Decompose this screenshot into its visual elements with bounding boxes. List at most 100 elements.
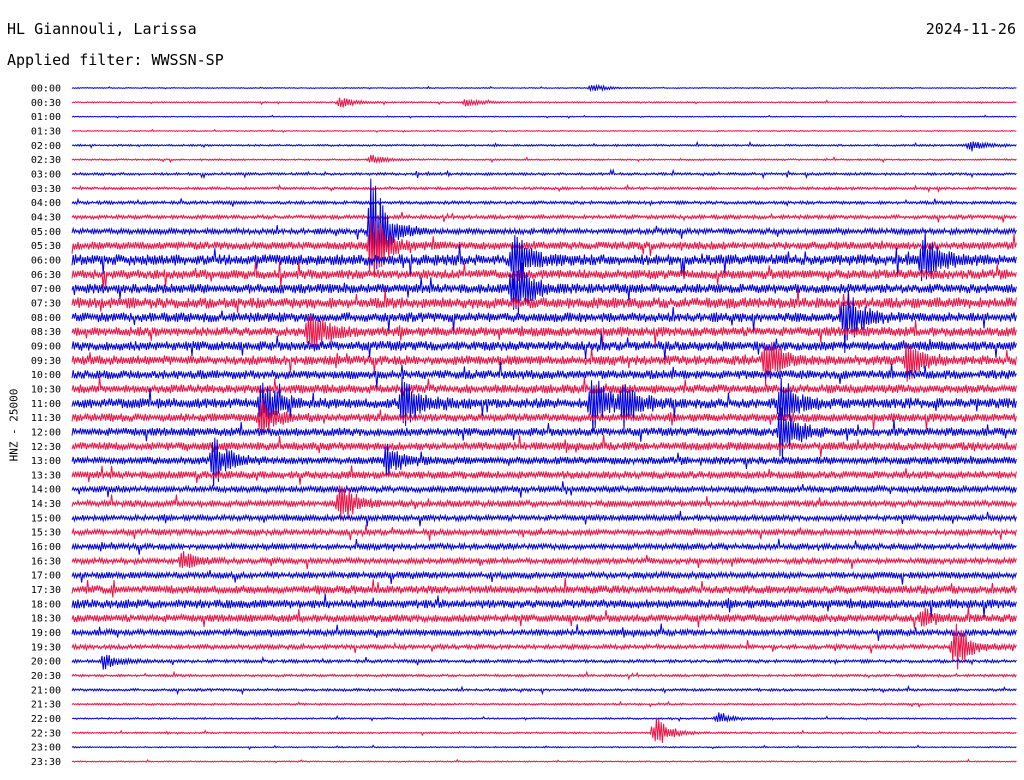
- row-time-label: 10:00: [31, 370, 61, 381]
- row-time-label: 17:30: [31, 585, 61, 596]
- trace-row-0200: [71, 140, 1017, 152]
- trace-row-1830: [71, 606, 1017, 629]
- trace-row-2330: [71, 758, 1017, 764]
- filter-label: Applied filter: WWSSN-SP: [7, 51, 224, 69]
- row-time-label: 01:00: [31, 112, 61, 123]
- row-time-label: 02:30: [31, 155, 61, 166]
- row-time-label: 05:00: [31, 227, 61, 238]
- row-time-label: 07:30: [31, 298, 61, 309]
- trace-row-2030: [71, 670, 1017, 681]
- trace-row-0300: [71, 168, 1017, 180]
- trace-row-0630: [71, 260, 1017, 289]
- trace-row-2230: [71, 717, 1017, 744]
- row-time-label: 13:00: [31, 456, 61, 467]
- row-time-label: 09:30: [31, 356, 61, 367]
- row-time-label: 21:30: [31, 700, 61, 711]
- trace-row-1700: [71, 570, 1017, 585]
- row-time-label: 08:00: [31, 313, 61, 324]
- trace-row-0030: [71, 97, 1017, 108]
- row-time-label: 11:30: [31, 413, 61, 424]
- trace-row-0400: [71, 197, 1017, 208]
- row-time-label: 08:30: [31, 327, 61, 338]
- row-time-label: 15:30: [31, 528, 61, 539]
- trace-row-0700: [71, 262, 1017, 315]
- row-labels: 00:00 00:30 01:00 01:30 02:00 02:30 03:00 03:30…: [31, 84, 61, 769]
- trace-row-1100: [71, 377, 1017, 435]
- row-time-label: 14:00: [31, 485, 61, 496]
- row-time-label: 13:30: [31, 470, 61, 481]
- trace-row-1400: [71, 481, 1017, 498]
- row-time-label: 11:00: [31, 399, 61, 410]
- trace-row-2300: [71, 744, 1017, 751]
- trace-row-0130: [71, 128, 1017, 133]
- row-time-label: 04:00: [31, 198, 61, 209]
- trace-row-1230: [71, 434, 1017, 458]
- row-time-label: 15:00: [31, 513, 61, 524]
- row-time-label: 03:30: [31, 184, 61, 195]
- trace-row-1430: [71, 485, 1017, 519]
- trace-row-1630: [71, 551, 1017, 570]
- row-time-label: 05:30: [31, 241, 61, 252]
- trace-row-2100: [71, 684, 1017, 696]
- row-time-label: 23:00: [31, 743, 61, 754]
- row-time-label: 10:30: [31, 384, 61, 395]
- trace-row-0100: [71, 114, 1017, 119]
- row-time-label: 18:30: [31, 614, 61, 625]
- trace-row-1500: [71, 510, 1017, 527]
- trace-row-1900: [71, 623, 1017, 641]
- row-time-label: 01:30: [31, 126, 61, 137]
- row-time-label: 21:00: [31, 685, 61, 696]
- trace-row-1030: [71, 376, 1017, 397]
- row-time-label: 12:00: [31, 427, 61, 438]
- row-time-label: 22:00: [31, 714, 61, 725]
- row-time-label: 22:30: [31, 728, 61, 739]
- row-time-label: 14:30: [31, 499, 61, 510]
- row-time-label: 07:00: [31, 284, 61, 295]
- trace-row-0930: [71, 342, 1017, 387]
- trace-row-1530: [71, 524, 1017, 541]
- row-time-label: 18:00: [31, 599, 61, 610]
- trace-row-0830: [71, 314, 1017, 352]
- trace-row-0000: [71, 83, 1017, 93]
- trace-row-1300: [71, 437, 1017, 487]
- row-time-label: 03:00: [31, 169, 61, 180]
- row-time-label: 16:00: [31, 542, 61, 553]
- row-time-label: 00:30: [31, 98, 61, 109]
- row-time-label: 06:00: [31, 255, 61, 266]
- row-time-label: 04:30: [31, 212, 61, 223]
- seismic-traces: [71, 83, 1017, 764]
- row-time-label: 16:30: [31, 556, 61, 567]
- trace-row-1730: [71, 577, 1017, 598]
- row-time-label: 19:30: [31, 642, 61, 653]
- trace-row-0230: [71, 154, 1017, 165]
- row-time-label: 00:00: [31, 84, 61, 95]
- trace-row-0530: [71, 220, 1017, 278]
- trace-row-0800: [71, 290, 1017, 354]
- row-time-label: 06:30: [31, 270, 61, 281]
- record-date: 2024-11-26: [925, 20, 1016, 38]
- trace-row-1200: [71, 407, 1017, 460]
- trace-row-1930: [71, 623, 1017, 670]
- row-time-label: 12:30: [31, 442, 61, 453]
- row-time-label: 02:00: [31, 141, 61, 152]
- station-title: HL Giannouli, Larissa: [7, 20, 197, 38]
- row-time-label: 19:00: [31, 628, 61, 639]
- trace-row-2200: [71, 712, 1017, 723]
- trace-row-1000: [71, 361, 1017, 388]
- trace-row-0500: [71, 178, 1017, 270]
- trace-row-1130: [71, 397, 1017, 435]
- trace-row-1800: [71, 593, 1017, 618]
- trace-row-2000: [71, 654, 1017, 670]
- row-time-label: 09:00: [31, 341, 61, 352]
- trace-row-2130: [71, 700, 1017, 709]
- row-time-label: 20:00: [31, 657, 61, 668]
- trace-row-1330: [71, 465, 1017, 485]
- trace-row-0330: [71, 183, 1017, 194]
- row-time-label: 20:30: [31, 671, 61, 682]
- trace-row-0600: [71, 231, 1017, 290]
- row-time-label: 17:00: [31, 571, 61, 582]
- trace-row-0900: [71, 333, 1017, 361]
- trace-row-0430: [71, 211, 1017, 223]
- row-time-label: 23:30: [31, 757, 61, 768]
